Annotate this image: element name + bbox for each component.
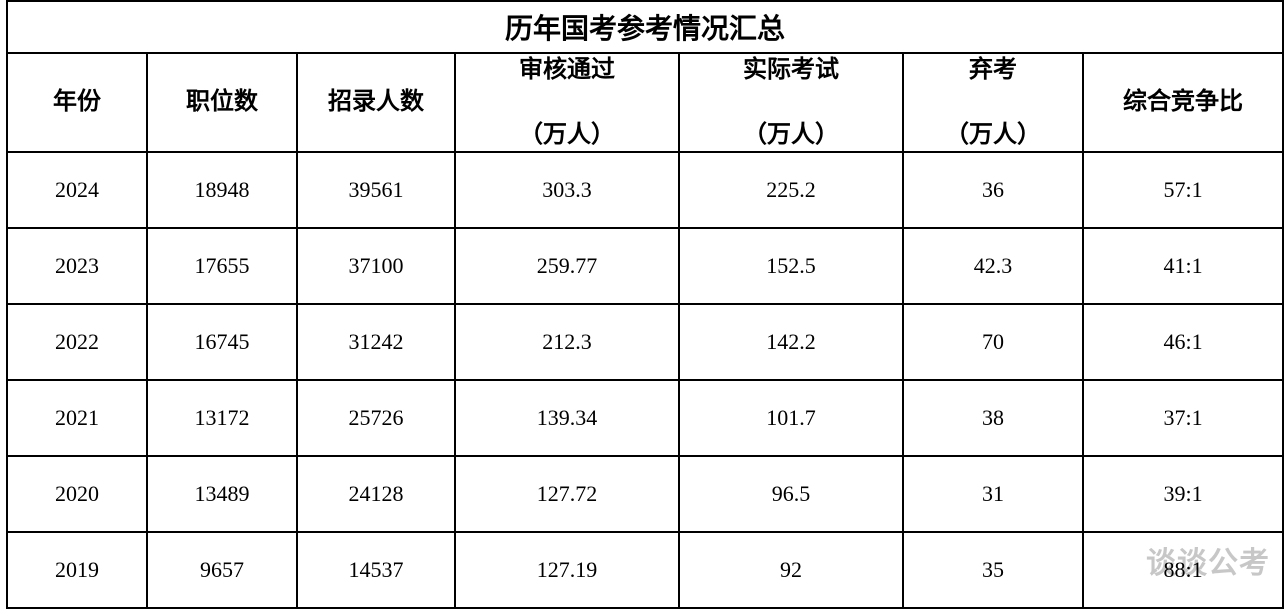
table-cell: 37100 <box>297 228 455 304</box>
col-header-ratio: 综合竞争比 <box>1083 53 1283 152</box>
table-cell: 46:1 <box>1083 304 1283 380</box>
table-cell: 2024 <box>7 152 147 228</box>
table-body: 20241894839561303.3225.23657:12023176553… <box>7 152 1283 608</box>
table-cell: 2019 <box>7 532 147 608</box>
col-header-label: 审核通过（万人） <box>456 54 678 151</box>
table-cell: 31 <box>903 456 1083 532</box>
col-header-label: 弃考（万人） <box>904 54 1082 151</box>
table-cell: 13172 <box>147 380 297 456</box>
table-cell: 225.2 <box>679 152 903 228</box>
table-row: 20221674531242212.3142.27046:1 <box>7 304 1283 380</box>
table-cell: 259.77 <box>455 228 679 304</box>
exam-summary-table-wrapper: 历年国考参考情况汇总 年份 职位数 招录人数 审核通过（万人） 实际考试（万人）… <box>6 0 1282 609</box>
table-cell: 17655 <box>147 228 297 304</box>
table-row: 20231765537100259.77152.542.341:1 <box>7 228 1283 304</box>
col-header-label: 职位数 <box>186 89 258 115</box>
table-cell: 303.3 <box>455 152 679 228</box>
table-cell: 14537 <box>297 532 455 608</box>
table-cell: 139.34 <box>455 380 679 456</box>
table-cell: 2023 <box>7 228 147 304</box>
col-header-positions: 职位数 <box>147 53 297 152</box>
table-cell: 127.72 <box>455 456 679 532</box>
table-row: 2019965714537127.19923588:1 <box>7 532 1283 608</box>
table-cell: 9657 <box>147 532 297 608</box>
table-cell: 41:1 <box>1083 228 1283 304</box>
table-cell: 24128 <box>297 456 455 532</box>
col-header-label: 综合竞争比 <box>1123 89 1243 115</box>
col-header-label: 年份 <box>53 89 101 115</box>
table-cell: 152.5 <box>679 228 903 304</box>
table-row: 20211317225726139.34101.73837:1 <box>7 380 1283 456</box>
table-cell: 2020 <box>7 456 147 532</box>
table-cell: 36 <box>903 152 1083 228</box>
table-cell: 101.7 <box>679 380 903 456</box>
table-cell: 92 <box>679 532 903 608</box>
col-header-recruit: 招录人数 <box>297 53 455 152</box>
table-cell: 2022 <box>7 304 147 380</box>
table-cell: 13489 <box>147 456 297 532</box>
table-cell: 96.5 <box>679 456 903 532</box>
table-cell: 39561 <box>297 152 455 228</box>
table-cell: 88:1 <box>1083 532 1283 608</box>
table-cell: 70 <box>903 304 1083 380</box>
col-header-abandon: 弃考（万人） <box>903 53 1083 152</box>
table-header-row: 年份 职位数 招录人数 审核通过（万人） 实际考试（万人） 弃考（万人） 综合竞… <box>7 53 1283 152</box>
table-cell: 39:1 <box>1083 456 1283 532</box>
table-cell: 38 <box>903 380 1083 456</box>
col-header-year: 年份 <box>7 53 147 152</box>
table-cell: 42.3 <box>903 228 1083 304</box>
table-title-row: 历年国考参考情况汇总 <box>7 1 1283 53</box>
col-header-label: 实际考试（万人） <box>680 54 902 151</box>
table-cell: 18948 <box>147 152 297 228</box>
table-row: 20241894839561303.3225.23657:1 <box>7 152 1283 228</box>
table-cell: 2021 <box>7 380 147 456</box>
table-cell: 31242 <box>297 304 455 380</box>
exam-summary-table: 历年国考参考情况汇总 年份 职位数 招录人数 审核通过（万人） 实际考试（万人）… <box>6 0 1284 609</box>
table-cell: 127.19 <box>455 532 679 608</box>
table-cell: 57:1 <box>1083 152 1283 228</box>
col-header-label: 招录人数 <box>328 89 424 115</box>
table-title: 历年国考参考情况汇总 <box>7 1 1283 53</box>
table-cell: 25726 <box>297 380 455 456</box>
table-cell: 37:1 <box>1083 380 1283 456</box>
col-header-approved: 审核通过（万人） <box>455 53 679 152</box>
col-header-actual: 实际考试（万人） <box>679 53 903 152</box>
table-cell: 212.3 <box>455 304 679 380</box>
table-cell: 16745 <box>147 304 297 380</box>
table-cell: 35 <box>903 532 1083 608</box>
table-row: 20201348924128127.7296.53139:1 <box>7 456 1283 532</box>
table-cell: 142.2 <box>679 304 903 380</box>
